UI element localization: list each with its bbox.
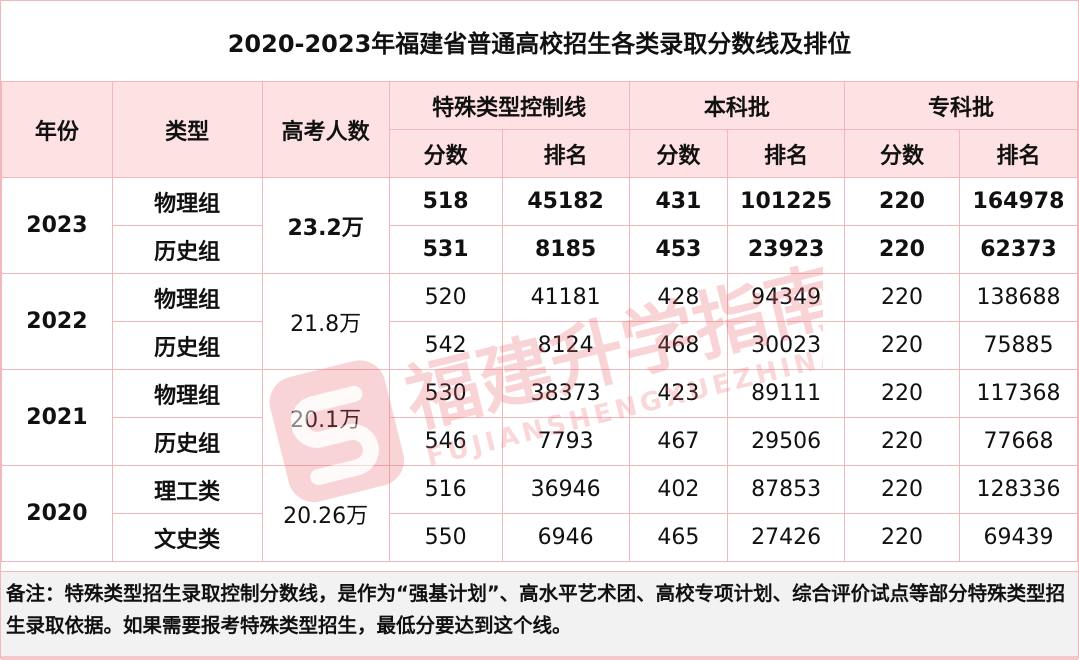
type-cell: 理工类 (111, 465, 263, 514)
junior-score-cell: 220 (844, 513, 960, 562)
year-cell: 2022 (1, 273, 113, 370)
junior-score-cell: 220 (844, 369, 960, 418)
header-undergrad-score: 分数 (628, 129, 729, 178)
header-junior-rank: 排名 (958, 129, 1079, 178)
footnote: 备注：特殊类型招生录取控制分数线，是作为“强基计划”、高水平艺术团、高校专项计划… (1, 571, 1078, 660)
undergrad-score-cell: 468 (628, 321, 729, 370)
special-score-cell: 550 (388, 513, 503, 562)
header-candidates: 高考人数 (261, 81, 390, 178)
undergrad-rank-cell: 29506 (727, 417, 846, 466)
header-undergrad-batch: 本科批 (628, 81, 846, 130)
junior-rank-cell: 164978 (958, 177, 1079, 226)
undergrad-rank-cell: 89111 (727, 369, 846, 418)
year-cell: 2020 (1, 465, 113, 562)
junior-rank-cell: 69439 (958, 513, 1079, 562)
table-row: 历史组 546 7793 467 29506 220 77668 (2, 417, 1079, 466)
header-junior-college-batch: 专科批 (844, 81, 1078, 130)
header-special-score: 分数 (388, 129, 503, 178)
type-cell: 历史组 (111, 417, 263, 466)
special-score-cell: 530 (388, 369, 503, 418)
junior-rank-cell: 128336 (958, 465, 1079, 514)
special-rank-cell: 38373 (501, 369, 630, 418)
table-row: 2023 物理组 23.2万 518 45182 431 101225 220 … (1, 177, 1079, 274)
year-cell: 2021 (1, 369, 113, 466)
table-row: 历史组 531 8185 453 23923 220 62373 (2, 225, 1079, 274)
page-title: 2020-2023年福建省普通高校招生各类录取分数线及排位 (1, 1, 1078, 82)
undergrad-rank-cell: 94349 (727, 273, 846, 322)
special-rank-cell: 8185 (501, 225, 630, 274)
junior-rank-cell: 77668 (958, 417, 1079, 466)
table-row: 文史类 550 6946 465 27426 220 69439 (2, 513, 1079, 562)
undergrad-rank-cell: 101225 (727, 177, 846, 226)
junior-rank-cell: 138688 (958, 273, 1079, 322)
junior-score-cell: 220 (844, 177, 960, 226)
table-row: 2021 物理组 20.1万 530 38373 423 89111 220 1… (1, 369, 1079, 466)
undergrad-score-cell: 431 (628, 177, 729, 226)
candidates-cell: 20.26万 (261, 465, 390, 562)
undergrad-rank-cell: 30023 (727, 321, 846, 370)
junior-score-cell: 220 (844, 465, 960, 514)
undergrad-rank-cell: 87853 (727, 465, 846, 514)
undergrad-score-cell: 467 (628, 417, 729, 466)
year-cell: 2023 (1, 177, 113, 274)
type-cell: 物理组 (111, 273, 263, 322)
special-score-cell: 520 (388, 273, 503, 322)
junior-rank-cell: 75885 (958, 321, 1079, 370)
type-cell: 物理组 (111, 177, 263, 226)
header-special-rank: 排名 (501, 129, 630, 178)
header-type: 类型 (111, 81, 263, 178)
junior-score-cell: 220 (844, 225, 960, 274)
undergrad-score-cell: 453 (628, 225, 729, 274)
junior-score-cell: 220 (844, 321, 960, 370)
table-row: 2020 理工类 20.26万 516 36946 402 87853 220 … (1, 465, 1079, 562)
undergrad-score-cell: 402 (628, 465, 729, 514)
table-row: 2022 物理组 21.8万 520 41181 428 94349 220 1… (1, 273, 1079, 370)
junior-rank-cell: 117368 (958, 369, 1079, 418)
special-rank-cell: 6946 (501, 513, 630, 562)
special-score-cell: 516 (388, 465, 503, 514)
undergrad-rank-cell: 27426 (727, 513, 846, 562)
undergrad-score-cell: 465 (628, 513, 729, 562)
special-score-cell: 542 (388, 321, 503, 370)
header-junior-score: 分数 (844, 129, 960, 178)
type-cell: 历史组 (111, 225, 263, 274)
type-cell: 历史组 (111, 321, 263, 370)
candidates-cell: 21.8万 (261, 273, 390, 370)
undergrad-rank-cell: 23923 (727, 225, 846, 274)
undergrad-score-cell: 423 (628, 369, 729, 418)
special-rank-cell: 8124 (501, 321, 630, 370)
special-rank-cell: 36946 (501, 465, 630, 514)
special-score-cell: 518 (388, 177, 503, 226)
junior-score-cell: 220 (844, 417, 960, 466)
junior-rank-cell: 62373 (958, 225, 1079, 274)
header-special-line: 特殊类型控制线 (388, 81, 630, 130)
special-rank-cell: 45182 (501, 177, 630, 226)
score-table: 年份 类型 高考人数 特殊类型控制线 本科批 专科批 分数 排名 分数 排名 分… (1, 81, 1079, 562)
type-cell: 物理组 (111, 369, 263, 418)
junior-score-cell: 220 (844, 273, 960, 322)
header-year: 年份 (1, 81, 113, 178)
header-undergrad-rank: 排名 (727, 129, 846, 178)
candidates-cell: 23.2万 (261, 177, 390, 274)
special-score-cell: 531 (388, 225, 503, 274)
table-row: 历史组 542 8124 468 30023 220 75885 (2, 321, 1079, 370)
special-rank-cell: 7793 (501, 417, 630, 466)
special-score-cell: 546 (388, 417, 503, 466)
type-cell: 文史类 (111, 513, 263, 562)
candidates-cell: 20.1万 (261, 369, 390, 466)
undergrad-score-cell: 428 (628, 273, 729, 322)
special-rank-cell: 41181 (501, 273, 630, 322)
